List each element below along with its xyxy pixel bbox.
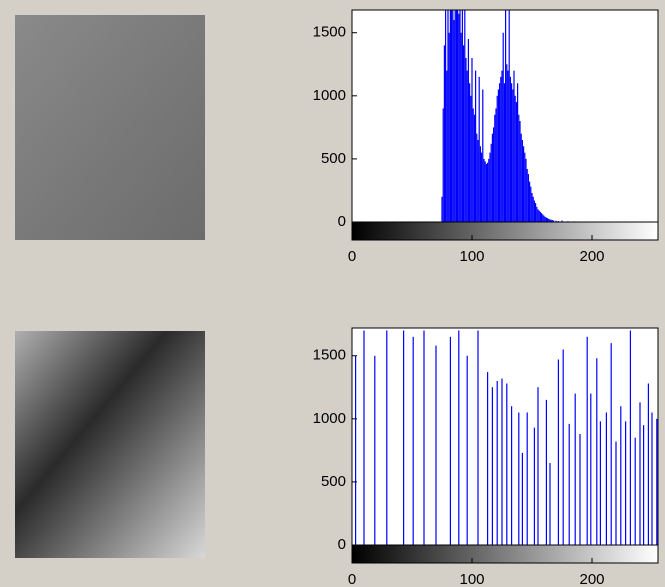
bars [441, 10, 605, 222]
x-tick-label: 0 [348, 248, 356, 265]
plot-area [352, 328, 658, 545]
colorbar [351, 221, 659, 241]
y-tick-label: 0 [338, 536, 346, 553]
x-tick-label: 200 [579, 248, 604, 265]
y-tick-label: 500 [321, 473, 346, 490]
colorbar [351, 544, 659, 564]
x-tick-label: 200 [579, 571, 604, 587]
image-equalized [15, 331, 205, 558]
y-tick-label: 500 [321, 150, 346, 167]
x-tick-label: 100 [459, 571, 484, 587]
y-tick-label: 1500 [313, 24, 346, 41]
y-tick-label: 0 [338, 213, 346, 230]
image-original [15, 15, 205, 240]
y-tick-label: 1000 [313, 87, 346, 104]
x-tick-label: 0 [348, 571, 356, 587]
x-tick-label: 100 [459, 248, 484, 265]
y-tick-label: 1000 [313, 410, 346, 427]
y-tick-label: 1500 [313, 347, 346, 364]
bars [355, 330, 658, 545]
